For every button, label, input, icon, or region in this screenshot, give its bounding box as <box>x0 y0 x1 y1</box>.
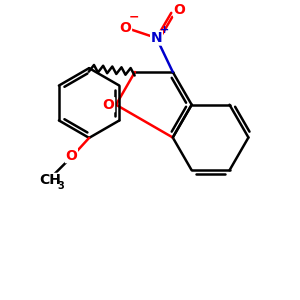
Text: O: O <box>65 148 77 163</box>
Text: −: − <box>128 11 139 24</box>
Text: O: O <box>119 21 131 34</box>
Text: N: N <box>151 31 162 45</box>
Text: CH: CH <box>39 173 61 188</box>
Text: 3: 3 <box>58 182 64 191</box>
Text: +: + <box>160 25 170 35</box>
Text: O: O <box>103 98 115 112</box>
Text: O: O <box>174 3 185 17</box>
